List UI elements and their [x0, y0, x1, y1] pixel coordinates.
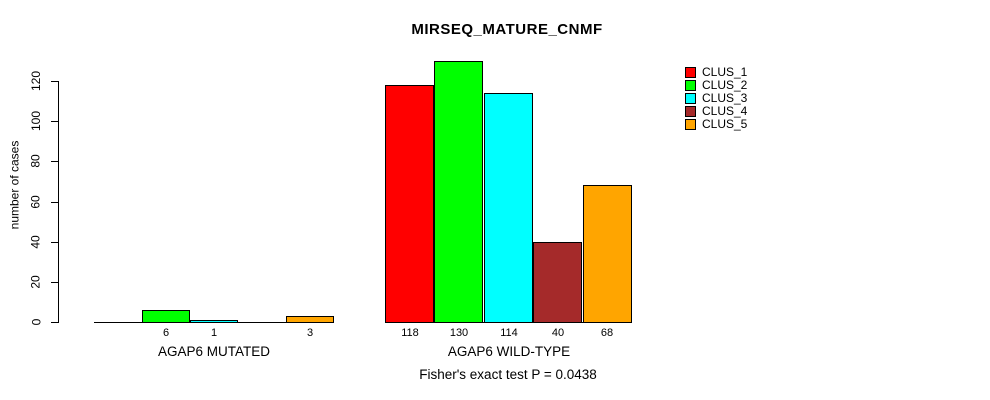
legend-item: CLUS_4 — [685, 105, 747, 118]
bar-value-label: 118 — [401, 327, 419, 339]
legend-swatch-clus_2 — [685, 80, 696, 91]
y-tick — [51, 282, 58, 283]
bar-value-label: 3 — [306, 327, 314, 339]
bar-value-label: 6 — [162, 327, 170, 339]
legend-item: CLUS_2 — [685, 79, 747, 92]
legend-item: CLUS_5 — [685, 118, 747, 131]
legend-label: CLUS_5 — [702, 117, 748, 131]
legend-swatch-clus_3 — [685, 93, 696, 104]
x-group-label-wild-type: AGAP6 WILD-TYPE — [447, 344, 571, 359]
y-tick-label: 0 — [28, 302, 44, 342]
y-tick-label-text: 20 — [28, 275, 43, 289]
y-tick — [51, 121, 58, 122]
chart-title: MIRSEQ_MATURE_CNMF — [411, 21, 603, 38]
y-tick — [51, 242, 58, 243]
bar-value-label: 1 — [210, 327, 218, 339]
y-tick — [51, 161, 58, 162]
x-group-label-mutated: AGAP6 MUTATED — [157, 344, 271, 359]
y-tick-label: 100 — [28, 101, 44, 141]
y-tick-label-text: 100 — [29, 110, 43, 132]
y-tick — [51, 322, 58, 323]
bar-clus_2 — [142, 310, 190, 323]
y-tick-label: 60 — [28, 182, 44, 222]
legend-swatch-clus_1 — [685, 67, 696, 78]
bar-clus_3 — [484, 93, 533, 323]
bar-clus_5 — [583, 185, 632, 323]
bar-clus_2 — [434, 61, 483, 323]
y-tick-label: 40 — [28, 222, 44, 262]
y-tick-label-text: 120 — [29, 70, 43, 92]
legend-item: CLUS_3 — [685, 92, 747, 105]
y-tick-label-text: 0 — [29, 318, 43, 326]
fisher-test-annotation: Fisher's exact test P = 0.0438 — [419, 367, 597, 382]
legend-label: CLUS_2 — [702, 78, 748, 92]
y-axis-line — [58, 81, 59, 323]
bar-value-label: 40 — [551, 327, 565, 339]
bar-value-label: 68 — [600, 327, 614, 339]
legend-label: CLUS_1 — [702, 65, 748, 79]
y-axis-title: number of cases — [2, 35, 26, 335]
bar-clus_4 — [533, 242, 582, 323]
legend-item: CLUS_1 — [685, 66, 747, 79]
y-axis-title-text: number of cases — [7, 140, 21, 230]
bar-value-label: 114 — [500, 327, 518, 339]
legend-swatch-clus_4 — [685, 106, 696, 117]
y-tick-label-text: 60 — [28, 195, 43, 209]
legend-label: CLUS_4 — [702, 104, 748, 118]
legend-label: CLUS_3 — [702, 91, 748, 105]
y-tick-label: 120 — [28, 61, 44, 101]
y-tick-label-text: 80 — [28, 154, 43, 168]
y-tick — [51, 81, 58, 82]
y-tick-label: 80 — [28, 141, 44, 181]
bar-value-label: 130 — [449, 327, 469, 339]
y-tick-label-text: 40 — [28, 235, 43, 249]
bar-clus_5 — [286, 316, 334, 323]
legend-swatch-clus_5 — [685, 119, 696, 130]
y-tick — [51, 202, 58, 203]
bar-clus_1 — [385, 85, 434, 323]
y-tick-label: 20 — [28, 262, 44, 302]
bar-clus_3 — [190, 320, 238, 323]
